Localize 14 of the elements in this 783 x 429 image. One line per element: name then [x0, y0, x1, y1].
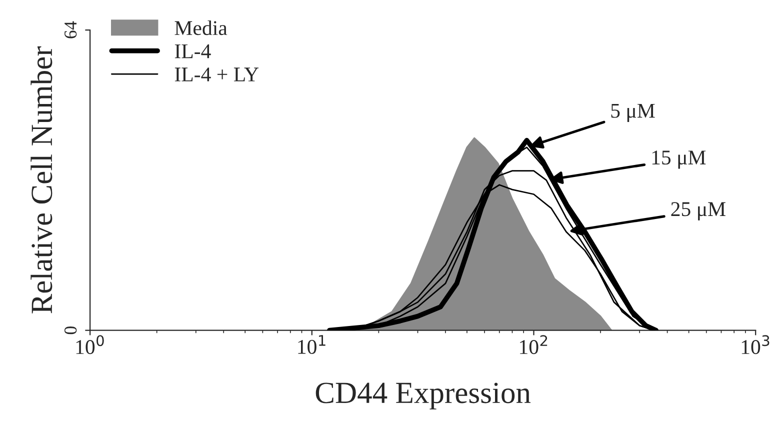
x-axis-title: CD44 Expression [316, 382, 531, 410]
annotation: 15 μM [652, 150, 706, 169]
y-tick-label: 0 [64, 326, 77, 334]
legend-label: Media [174, 20, 228, 36]
x-tick-label: 10$^{1}$ [298, 335, 326, 354]
legend-label: IL-4 [174, 44, 211, 58]
annotation: 25 μM [671, 202, 726, 220]
x-tick-label: 10$^{0}$ [76, 335, 104, 354]
annotation: 5 μM [611, 104, 655, 122]
x-tick-label: 10$^{2}$ [520, 335, 548, 354]
x-tick-label: 10$^{3}$ [742, 335, 770, 354]
legend-label: IL-4 + LY [174, 68, 259, 82]
y-tick-label: 64 [64, 21, 77, 38]
y-axis-title: Relative Cell Number [30, 46, 52, 314]
